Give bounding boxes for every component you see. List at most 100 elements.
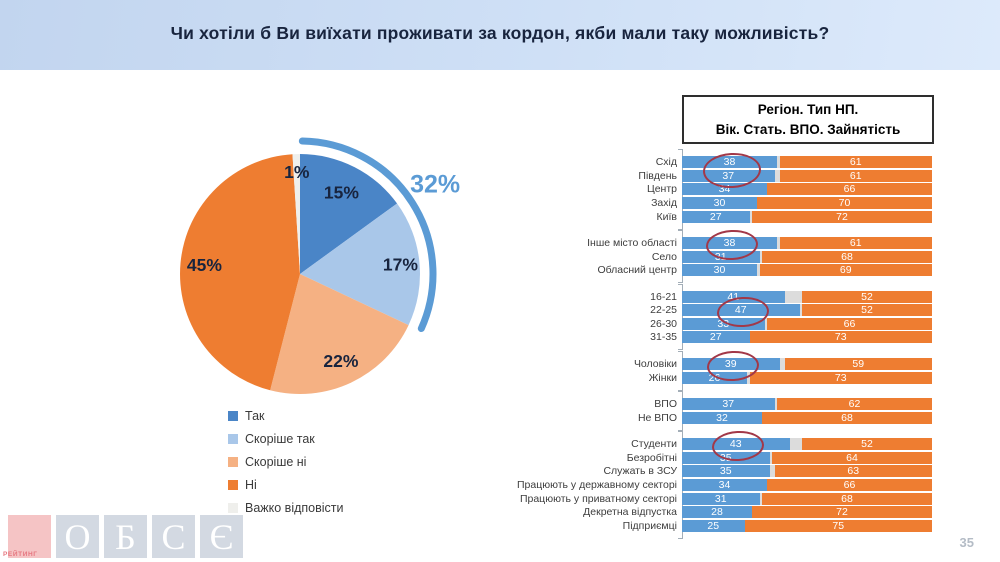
pie-slice-label: 22%: [323, 351, 358, 371]
legend-item: Скоріше ні: [228, 450, 344, 473]
callout-label: 32%: [410, 171, 460, 199]
bar-group: ВПО 37 62 Не ВПО 32 68: [502, 391, 938, 431]
bar-row-label: Схід: [655, 156, 677, 169]
bar-track: 38 61: [682, 156, 932, 169]
legend-label: Скоріше так: [245, 431, 315, 446]
bar-segment-yes-value: 38: [723, 156, 736, 169]
bar-row-label: 16-21: [650, 290, 677, 303]
legend-swatch: [228, 410, 238, 421]
pie-chart-wrap: 15% 17% 22% 45% 1% 32%: [125, 94, 505, 444]
bar-row-label: Село: [651, 250, 677, 263]
bar-segment-yes-value: 37: [722, 169, 735, 182]
bar-track: 31 68: [682, 492, 932, 505]
bar-row-label: Жінки: [648, 371, 677, 384]
header-band: Чи хотіли б Ви виїхати проживати за корд…: [0, 0, 1000, 70]
bar-segment-no-value: 52: [861, 290, 873, 303]
bar-segment-no: 70: [757, 196, 932, 209]
bar-segment-undecided: [789, 438, 802, 451]
bar-row: Студенти 43 52: [502, 429, 938, 463]
bar-row-label: Підприємці: [622, 519, 677, 532]
bar-track: 35 64: [682, 451, 932, 464]
bar-row: Київ 27 72: [502, 210, 938, 223]
slide-title: Чи хотіли б Ви виїхати проживати за корд…: [170, 23, 830, 43]
bar-segment-yes-value: 32: [716, 411, 728, 424]
bar-group: 16-21 41 52 22-25 47 52 26-30 33 66 31-35 27 73: [502, 283, 938, 351]
bar-segment-undecided: [759, 492, 762, 505]
bar-segment-yes-value: 26: [708, 371, 721, 384]
pie-slice-label: 45%: [187, 255, 222, 275]
legend-swatch: [228, 433, 238, 444]
bar-segment-undecided: [777, 237, 780, 249]
pie-slice-label: 1%: [284, 162, 310, 182]
bar-segment-no: 73: [749, 371, 932, 384]
bar-segment-no: 73: [749, 331, 932, 344]
bar-row: 31-35 27 73: [502, 331, 938, 344]
bar-segment-yes: 31: [682, 492, 760, 505]
bar-segment-no: 61: [779, 169, 932, 182]
bar-segment-no-value: 52: [861, 438, 873, 451]
pie-slice: [270, 274, 409, 394]
bar-segment-yes-value: 34: [718, 183, 731, 196]
bar-segment-no-value: 61: [849, 237, 862, 249]
pie-chart: 15% 17% 22% 45% 1% 32%: [180, 137, 460, 394]
bar-segment-yes-value: 35: [719, 451, 732, 464]
bar-row-label: Студенти: [631, 438, 677, 451]
bar-segment-no-value: 64: [846, 451, 858, 464]
bar-segment-yes-value: 39: [724, 357, 737, 370]
legend-label: Ні: [245, 477, 257, 492]
bar-row: Жінки 26 73: [502, 371, 938, 384]
bar-segment-yes-value: 41: [727, 290, 740, 303]
bar-row-label: Чоловіки: [633, 357, 677, 370]
bar-row: Служать в ЗСУ 35 63: [502, 465, 938, 478]
bar-segment-no: 66: [767, 317, 932, 330]
bar-row: Схід 38 61: [502, 151, 938, 190]
bar-track: 31 68: [682, 250, 932, 263]
bar-row: ВПО 37 62: [502, 398, 938, 411]
bar-segment-yes-value: 25: [707, 519, 720, 532]
bar-row-label: Центр: [646, 183, 677, 196]
bar-segment-yes: 43: [682, 438, 790, 451]
bar-segment-no: 66: [767, 478, 932, 491]
legend-item: Так: [228, 404, 344, 427]
bar-segment-yes: 31: [682, 250, 760, 263]
axis-line: [678, 350, 683, 391]
bar-track: 25 75: [682, 519, 932, 532]
bar-segment-undecided: [747, 371, 750, 384]
pie-slice-label: 17%: [383, 255, 418, 275]
bar-segment-yes: 30: [682, 264, 757, 277]
bar-track: 33 66: [682, 317, 932, 330]
bar-segment-undecided: [799, 304, 802, 317]
legend-item: Ні: [228, 473, 344, 496]
bar-row-label: Обласний центр: [597, 264, 677, 277]
bar-segment-yes: 47: [682, 304, 800, 317]
legend-label: Важко відповісти: [245, 500, 344, 515]
bar-segment-no: 52: [802, 290, 932, 303]
bar-row: Працюють у державному секторі 34 66: [502, 478, 938, 491]
bar-segment-no-value: 70: [838, 196, 851, 209]
bar-row-label: Київ: [656, 210, 677, 223]
bar-track: 34 66: [682, 183, 932, 196]
bar-group: Студенти 43 52 Безробітні 35 64 Служать в ЗСУ 3…: [502, 429, 938, 539]
legend-swatch: [228, 502, 238, 513]
bar-segment-undecided: [769, 451, 772, 464]
bar-segment-undecided: [769, 465, 775, 478]
bar-segment-yes: 27: [682, 210, 750, 223]
bar-segment-no: 61: [779, 156, 932, 169]
legend-item: Скоріше так: [228, 427, 344, 450]
bar-segment-yes-value: 30: [713, 264, 726, 277]
bar-segment-yes-value: 28: [711, 506, 723, 519]
bar-row-label: Безробітні: [626, 451, 677, 464]
bar-segment-no: 66: [767, 183, 932, 196]
bar-segment-no: 52: [802, 438, 932, 451]
bar-row-label: Інше місто області: [587, 237, 677, 249]
bar-segment-no: 52: [802, 304, 932, 317]
bar-row: 26-30 33 66: [502, 317, 938, 330]
bar-row: 22-25 47 52: [502, 295, 938, 329]
bar-segment-no-value: 68: [841, 411, 853, 424]
bar-row-label: Працюють у приватному секторі: [519, 492, 677, 505]
bar-segment-yes: 34: [682, 478, 767, 491]
bar-segment-no: 68: [762, 250, 932, 263]
bar-row: Працюють у приватному секторі 31 68: [502, 492, 938, 505]
bar-segment-no-value: 59: [852, 357, 865, 370]
